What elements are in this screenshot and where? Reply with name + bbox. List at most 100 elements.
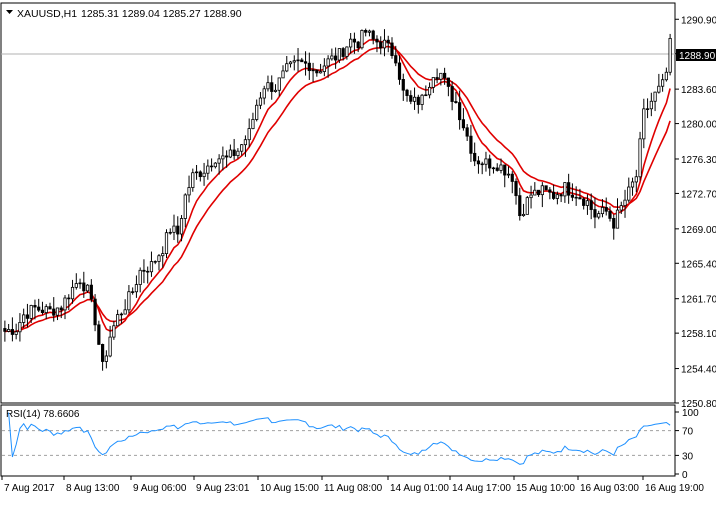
candle-body xyxy=(138,269,142,285)
candle-body xyxy=(232,149,236,156)
candle xyxy=(29,304,33,323)
symbol-menu-icon[interactable] xyxy=(6,10,13,14)
price-tick-label: 1269.00 xyxy=(681,225,716,236)
candle xyxy=(476,156,481,174)
candle-body xyxy=(127,291,131,311)
candle-body xyxy=(326,58,330,67)
candle-body xyxy=(431,77,435,88)
candle xyxy=(484,151,488,172)
candle-body xyxy=(480,163,484,166)
candle xyxy=(540,182,544,208)
candle-body xyxy=(131,291,135,293)
candle xyxy=(52,297,56,322)
candle xyxy=(172,214,176,241)
candle-body xyxy=(37,306,41,311)
candle-body xyxy=(390,42,394,56)
ohlc-values: 1285.31 1289.04 1285.27 1288.90 xyxy=(81,8,242,20)
candle-body xyxy=(266,82,270,90)
candle-body xyxy=(251,119,255,130)
candle-body xyxy=(18,322,22,333)
candle xyxy=(48,302,52,310)
candle xyxy=(93,294,97,332)
candle-body xyxy=(172,225,176,233)
candle-body xyxy=(525,197,529,215)
rsi-line xyxy=(8,412,671,465)
candle xyxy=(506,166,511,179)
candle-body xyxy=(416,96,420,105)
candle xyxy=(228,144,232,159)
candle xyxy=(386,35,390,53)
candle xyxy=(33,299,37,320)
candle xyxy=(364,28,368,37)
candle xyxy=(589,193,593,220)
candle xyxy=(213,162,217,169)
candle-body xyxy=(104,355,108,362)
candle-body xyxy=(14,331,18,335)
candle xyxy=(634,169,638,193)
candle-body xyxy=(379,41,383,49)
candle-body xyxy=(221,155,225,160)
candle-body xyxy=(82,282,86,292)
time-tick-label: 14 Aug 17:00 xyxy=(452,483,511,494)
candle-body xyxy=(3,328,7,332)
candle xyxy=(412,87,417,110)
candle-body xyxy=(349,38,353,48)
candle-body xyxy=(10,329,14,335)
candle-body xyxy=(518,195,522,217)
candle-body xyxy=(638,138,642,178)
candle xyxy=(202,162,206,186)
candle-body xyxy=(371,30,375,40)
candle-body xyxy=(97,324,101,345)
candle-body xyxy=(563,182,567,197)
candle xyxy=(127,285,131,314)
candle xyxy=(668,33,672,76)
candle-body xyxy=(439,72,443,80)
candle xyxy=(424,85,428,97)
candle xyxy=(375,35,379,53)
candle-body xyxy=(318,71,323,74)
rsi-tick-label: 100 xyxy=(682,408,699,419)
candle-body xyxy=(597,213,601,218)
candle xyxy=(78,278,82,289)
candle-body xyxy=(330,55,334,60)
candle xyxy=(612,214,616,240)
candle xyxy=(63,295,67,320)
candle xyxy=(74,273,78,290)
candle xyxy=(499,158,503,174)
candle xyxy=(446,77,450,97)
candle-body xyxy=(176,225,180,235)
candle-body xyxy=(642,108,646,140)
candle-body xyxy=(503,164,507,176)
candle xyxy=(570,183,575,202)
candle-body xyxy=(514,181,518,197)
candle xyxy=(59,305,63,319)
candle xyxy=(356,40,360,53)
candle xyxy=(397,55,402,85)
candle xyxy=(176,216,180,243)
candle-body xyxy=(281,70,285,79)
candle-body xyxy=(119,313,123,316)
candle xyxy=(255,99,259,122)
candle-body xyxy=(454,101,458,104)
candle xyxy=(25,303,30,328)
candle-body xyxy=(40,309,45,313)
candle-body xyxy=(536,189,541,196)
candle xyxy=(243,135,248,157)
candle-body xyxy=(627,186,631,201)
candle xyxy=(292,55,296,71)
candle-body xyxy=(93,298,97,326)
candle xyxy=(435,68,439,84)
price-tick-label: 1250.80 xyxy=(681,399,716,410)
candle xyxy=(209,158,214,172)
candle-body xyxy=(270,82,274,92)
time-axis: 7 Aug 2017 8 Aug 13:00 9 Aug 06:00 9 Aug 23… xyxy=(1,476,704,494)
candle-body xyxy=(209,165,214,168)
candle-body xyxy=(593,209,597,218)
candle xyxy=(300,57,304,63)
time-tick-label: 16 Aug 03:00 xyxy=(580,483,639,494)
candle-body xyxy=(179,218,184,235)
candle xyxy=(638,131,642,181)
candle xyxy=(281,65,285,79)
candle-body xyxy=(521,213,526,217)
